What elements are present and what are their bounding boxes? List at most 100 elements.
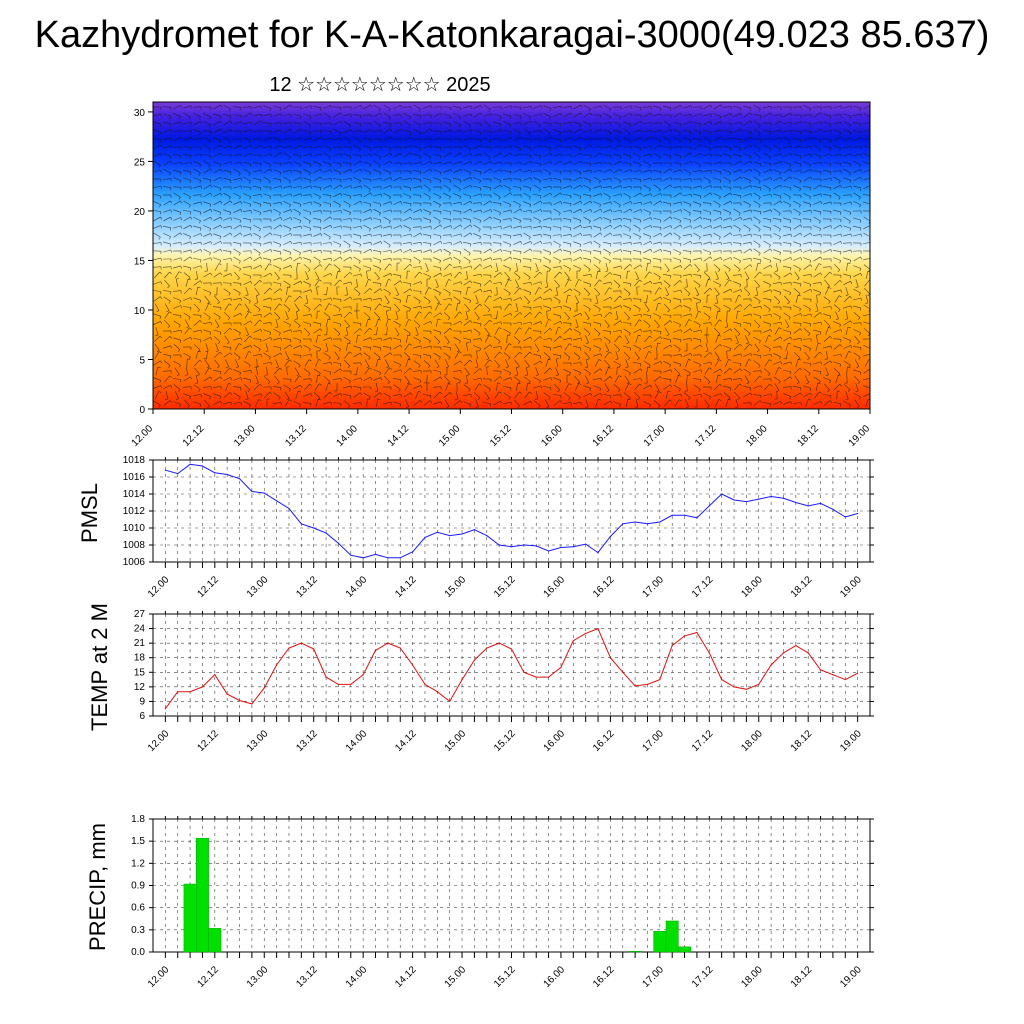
wind-barb-flag xyxy=(359,328,363,331)
wind-barb xyxy=(703,153,711,157)
wind-barb xyxy=(403,264,411,270)
wind-barb-flag xyxy=(516,286,519,289)
wind-barb-flag xyxy=(155,334,159,336)
wind-barb xyxy=(715,335,719,343)
wind-barb xyxy=(793,328,801,334)
wind-barb xyxy=(483,137,491,141)
wind-barb xyxy=(632,170,642,172)
wind-barb-flag xyxy=(860,297,862,301)
wind-barb-flag xyxy=(689,204,692,208)
wind-barb xyxy=(192,106,202,108)
wind-barb xyxy=(473,303,481,311)
wind-barb xyxy=(193,128,201,134)
wind-barb-flag xyxy=(248,180,251,184)
wind-barb xyxy=(663,280,671,286)
wind-barb xyxy=(243,201,251,205)
wind-barb xyxy=(793,345,801,349)
wind-barb xyxy=(353,121,361,125)
wind-barb xyxy=(533,145,541,149)
wind-barb xyxy=(783,201,791,205)
wind-barb-flag xyxy=(790,257,793,261)
wind-barb xyxy=(243,145,251,149)
wind-barb xyxy=(223,192,231,198)
wind-barb xyxy=(683,137,691,141)
wind-barb xyxy=(203,225,211,229)
wind-barb xyxy=(425,263,429,271)
wind-barb xyxy=(543,288,551,294)
warm-core-3 xyxy=(492,334,633,409)
wind-barb-flag xyxy=(578,279,582,281)
wind-barb xyxy=(443,297,451,301)
wind-barb-flag xyxy=(540,209,543,213)
wind-barb xyxy=(573,265,581,269)
wind-barb xyxy=(333,321,341,325)
wind-barb-flag xyxy=(170,160,173,164)
wind-barb xyxy=(452,210,462,212)
wind-barb xyxy=(153,201,161,205)
wind-barb xyxy=(283,176,291,182)
wind-barb-flag xyxy=(640,137,643,141)
wind-barb-flag xyxy=(499,212,501,216)
wind-barb xyxy=(585,359,589,367)
wind-barb xyxy=(613,265,621,269)
wind-barb-flag xyxy=(599,227,602,231)
wind-barb xyxy=(494,359,500,367)
wind-barb xyxy=(503,184,511,190)
wind-barb-flag xyxy=(337,333,341,336)
wind-barb-flag xyxy=(830,345,832,349)
wind-barb xyxy=(243,112,251,118)
wind-barb-flag xyxy=(410,177,412,181)
wind-barb xyxy=(313,105,321,109)
wind-barb xyxy=(653,257,661,261)
wind-barb-flag xyxy=(238,260,241,264)
wind-barb xyxy=(492,146,502,148)
wind-barb-flag xyxy=(210,217,213,220)
wind-barb xyxy=(413,320,421,326)
wind-barb xyxy=(533,376,541,382)
wind-barb-flag xyxy=(368,228,371,232)
wind-barb-flag xyxy=(370,129,372,133)
wind-barb xyxy=(573,232,581,238)
wind-barb-flag xyxy=(560,123,562,127)
wind-barb xyxy=(292,330,302,332)
wind-barb xyxy=(493,321,501,325)
wind-barb xyxy=(733,160,741,166)
wind-barb-flag xyxy=(610,282,612,285)
wind-barb xyxy=(543,337,551,341)
wind-barb-flag xyxy=(609,116,611,120)
wind-barb xyxy=(683,305,691,309)
wind-barb-flag xyxy=(698,310,702,313)
wind-barb-flag xyxy=(197,286,201,288)
wind-barb xyxy=(363,312,371,318)
wind-barb xyxy=(573,337,581,341)
wind-barb-flag xyxy=(240,201,243,205)
wind-barb-flag xyxy=(320,168,323,172)
wind-barb xyxy=(822,266,832,268)
wind-barb xyxy=(753,138,761,140)
wind-barb-flag xyxy=(505,366,509,369)
wind-barb-flag xyxy=(579,148,582,151)
wind-barb-flag xyxy=(657,342,661,344)
wind-barb xyxy=(283,161,291,165)
wind-barb xyxy=(733,368,741,374)
wind-barb-flag xyxy=(690,313,692,317)
wind-barb-flag xyxy=(528,277,531,280)
wind-barb-flag xyxy=(450,242,452,246)
wind-barb xyxy=(553,160,561,166)
wind-barb-flag xyxy=(809,264,813,268)
wind-barb-flag xyxy=(719,196,721,200)
wind-barb-flag xyxy=(215,350,219,353)
wind-barb-flag xyxy=(619,335,622,338)
wind-barb xyxy=(162,370,172,372)
wind-barb-flag xyxy=(270,136,273,140)
wind-barb-flag xyxy=(459,124,462,128)
wind-barb xyxy=(563,161,571,165)
wind-barb-flag xyxy=(420,185,422,189)
wind-barb-flag xyxy=(718,204,721,208)
wind-barb xyxy=(833,368,841,374)
wind-barb xyxy=(513,168,521,174)
wind-barb xyxy=(405,319,409,327)
wind-barb-flag xyxy=(569,343,572,346)
wind-barb-flag xyxy=(520,136,523,140)
wind-barb xyxy=(453,320,461,326)
